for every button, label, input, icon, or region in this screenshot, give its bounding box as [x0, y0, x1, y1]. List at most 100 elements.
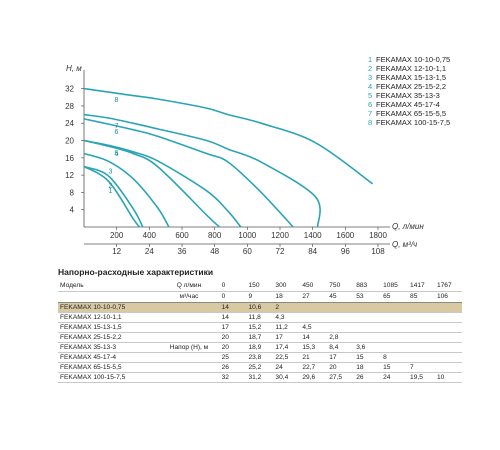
- head-value-cell: [327, 312, 355, 323]
- y-tick-label: 28: [65, 102, 74, 111]
- q-lpm-cell: 1767: [434, 281, 462, 292]
- series-line-1: [83, 165, 141, 228]
- curve-number-label: 2: [109, 183, 113, 190]
- legend-number: 5: [368, 91, 372, 100]
- head-value-cell: 14: [300, 332, 328, 343]
- head-value-cell: 10,6: [246, 302, 274, 313]
- head-value-cell: 3,6: [354, 342, 382, 353]
- model-name-cell: FEKAMAX 45-17-4: [58, 352, 159, 363]
- y-tick-label: 20: [65, 137, 74, 146]
- model-name-cell: FEKAMAX 12-10-1,1: [58, 312, 159, 323]
- head-value-cell: [408, 312, 435, 323]
- x-tick-label: 400: [143, 231, 157, 240]
- q-lpm-cell: 450: [300, 281, 328, 292]
- head-value-cell: 7: [408, 362, 435, 373]
- head-value-cell: 4,5: [300, 322, 328, 333]
- x2-tick-label: 60: [243, 247, 252, 256]
- y-tick-label: 4: [70, 206, 75, 215]
- head-value-cell: 17,4: [273, 342, 301, 353]
- y-tick-label: 12: [65, 171, 74, 180]
- head-value-cell: [434, 322, 462, 333]
- x2-tick-label: 36: [178, 247, 187, 256]
- curve-number-label: 1: [109, 188, 113, 195]
- head-value-cell: 2,8: [327, 332, 355, 343]
- q-m3h-cell: 85: [408, 291, 435, 303]
- head-value-cell: [434, 352, 462, 363]
- q-lpm-cell: 750: [327, 281, 355, 292]
- spec-table: Модель Q л/мин 0 150 300 450 750 883 1085 1417 176…: [58, 281, 462, 383]
- x-tick-label: 1200: [271, 231, 289, 240]
- head-value-cell: 10: [434, 372, 462, 383]
- head-value-cell: 26: [354, 372, 382, 383]
- head-value-cell: [408, 322, 435, 333]
- head-value-cell: 15,3: [300, 342, 328, 353]
- x-tick-label: 200: [110, 231, 124, 240]
- legend-number: 4: [368, 82, 372, 91]
- head-label-cell: [158, 332, 220, 343]
- series-line-2: [83, 165, 144, 228]
- x2-tick-label: 84: [308, 247, 317, 256]
- head-value-cell: 2: [273, 302, 301, 313]
- head-value-cell: 20: [219, 332, 247, 343]
- x-tick-label: 1000: [238, 231, 256, 240]
- table-row: FEKAMAX 100-15-7,5 32 31,2 30,4 29,6 27,5 26 24…: [58, 372, 462, 383]
- legend-entry: FEKAMAX 15-13-1,5: [376, 73, 446, 82]
- q-lpm-cell: 0: [219, 281, 247, 292]
- curve-number-label: 4: [115, 151, 119, 158]
- head-value-cell: [354, 322, 382, 333]
- legend-entry: FEKAMAX 12-10-1,1: [376, 64, 446, 73]
- head-value-cell: [408, 302, 435, 313]
- head-label-cell: Напор (H), м: [158, 342, 220, 353]
- q-m3h-cell: 53: [354, 291, 382, 303]
- table-row: FEKAMAX 10-10-0,75 14 10,6 2: [58, 302, 462, 313]
- y-tick-label: 24: [65, 119, 74, 128]
- head-label-cell: [158, 352, 220, 363]
- model-name-cell: FEKAMAX 10-10-0,75: [58, 302, 159, 313]
- head-value-cell: 23,8: [246, 352, 274, 363]
- table-header-row: м³/час 0 9 18 27 45 53 65 85 106: [58, 291, 462, 303]
- head-value-cell: 11,8: [246, 312, 274, 323]
- q-m3h-cell: 9: [246, 291, 274, 303]
- series-line-4: [83, 139, 221, 228]
- x2-tick-label: 72: [276, 247, 285, 256]
- q-m3h-cell: 106: [434, 291, 462, 303]
- table-title: Напорно-расходные характеристики: [58, 267, 214, 277]
- model-header-cell: [58, 291, 159, 303]
- x2-tick-label: 12: [112, 247, 121, 256]
- head-value-cell: 11,2: [273, 322, 301, 333]
- head-value-cell: 19,5: [408, 372, 435, 383]
- model-name-cell: FEKAMAX 65-15-5,5: [58, 362, 159, 373]
- head-value-cell: [434, 302, 462, 313]
- head-value-cell: 21: [300, 352, 328, 363]
- head-value-cell: 22,5: [273, 352, 301, 363]
- q-m3h-cell: 27: [300, 291, 328, 303]
- q-m3h-cell: 18: [273, 291, 301, 303]
- legend-entry: FEKAMAX 65-15-5,5: [376, 109, 446, 118]
- legend-entry: FEKAMAX 10-10-0,75: [376, 55, 450, 64]
- table-row: FEKAMAX 35-13-3 Напор (H), м 20 18,9 17,4 15,…: [58, 342, 462, 353]
- curve-number-label: 8: [115, 97, 119, 104]
- x-tick-label: 1400: [304, 231, 322, 240]
- head-value-cell: 20: [219, 342, 247, 353]
- y-tick-label: 8: [70, 188, 75, 197]
- head-value-cell: 20: [327, 362, 355, 373]
- table-row: FEKAMAX 65-15-5,5 26 25,2 24 22,7 20 18 15 7: [58, 362, 462, 373]
- legend-number: 6: [368, 100, 372, 109]
- head-label-cell: [158, 302, 220, 313]
- model-name-cell: FEKAMAX 35-13-3: [58, 342, 159, 353]
- model-header-cell: Модель: [58, 281, 159, 292]
- chart-legend: 1 FEKAMAX 10-10-0,75 2 FEKAMAX 12-10-1,1 3 FE…: [368, 55, 450, 127]
- head-value-cell: 17: [327, 352, 355, 363]
- legend-entry: FEKAMAX 100-15-7,5: [376, 118, 450, 127]
- head-value-cell: 14: [219, 302, 247, 313]
- q-m3h-cell: 0: [219, 291, 247, 303]
- x-tick-label: 1600: [336, 231, 354, 240]
- head-value-cell: 15,2: [246, 322, 274, 333]
- legend-number: 7: [368, 109, 372, 118]
- head-value-cell: 17: [219, 322, 247, 333]
- head-value-cell: [327, 302, 355, 313]
- head-value-cell: 24: [273, 362, 301, 373]
- head-value-cell: [354, 312, 382, 323]
